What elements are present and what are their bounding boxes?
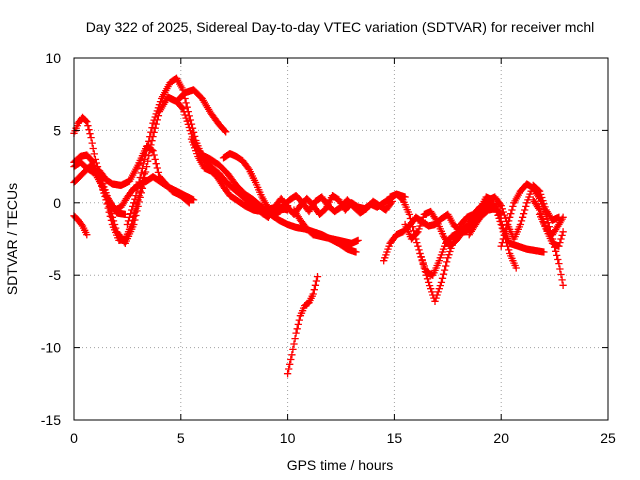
- series-s19-markers: [465, 181, 563, 243]
- x-tick-label: 20: [493, 430, 509, 446]
- y-tick-label: 5: [53, 122, 61, 138]
- x-tick-label: 15: [387, 430, 403, 446]
- y-tick-label: 0: [53, 195, 61, 211]
- x-axis-label: GPS time / hours: [287, 457, 394, 473]
- series-s13-markers: [290, 206, 362, 247]
- y-tick-label: -10: [41, 340, 61, 356]
- series-s12-markers: [273, 191, 396, 219]
- y-tick-label: 10: [45, 50, 61, 66]
- tick-layer: 0 5 10 15 20 25 -15 -10 -5 0 5 10: [41, 50, 616, 446]
- x-tick-label: 25: [600, 430, 616, 446]
- x-tick-label: 5: [177, 430, 185, 446]
- y-tick-label: -15: [41, 412, 61, 428]
- x-tick-label: 10: [280, 430, 296, 446]
- plot-frame: [73, 57, 609, 421]
- x-tick-label: 0: [70, 430, 78, 446]
- y-axis-label: SDTVAR / TECUs: [4, 183, 20, 295]
- series-s22-markers: [535, 210, 567, 239]
- series-s20-markers: [497, 180, 567, 289]
- series-layer: [70, 74, 567, 378]
- y-tick-label: -5: [49, 267, 62, 283]
- series-s14-markers: [283, 272, 322, 378]
- chart-title: Day 322 of 2025, Sidereal Day-to-day VTE…: [86, 19, 595, 35]
